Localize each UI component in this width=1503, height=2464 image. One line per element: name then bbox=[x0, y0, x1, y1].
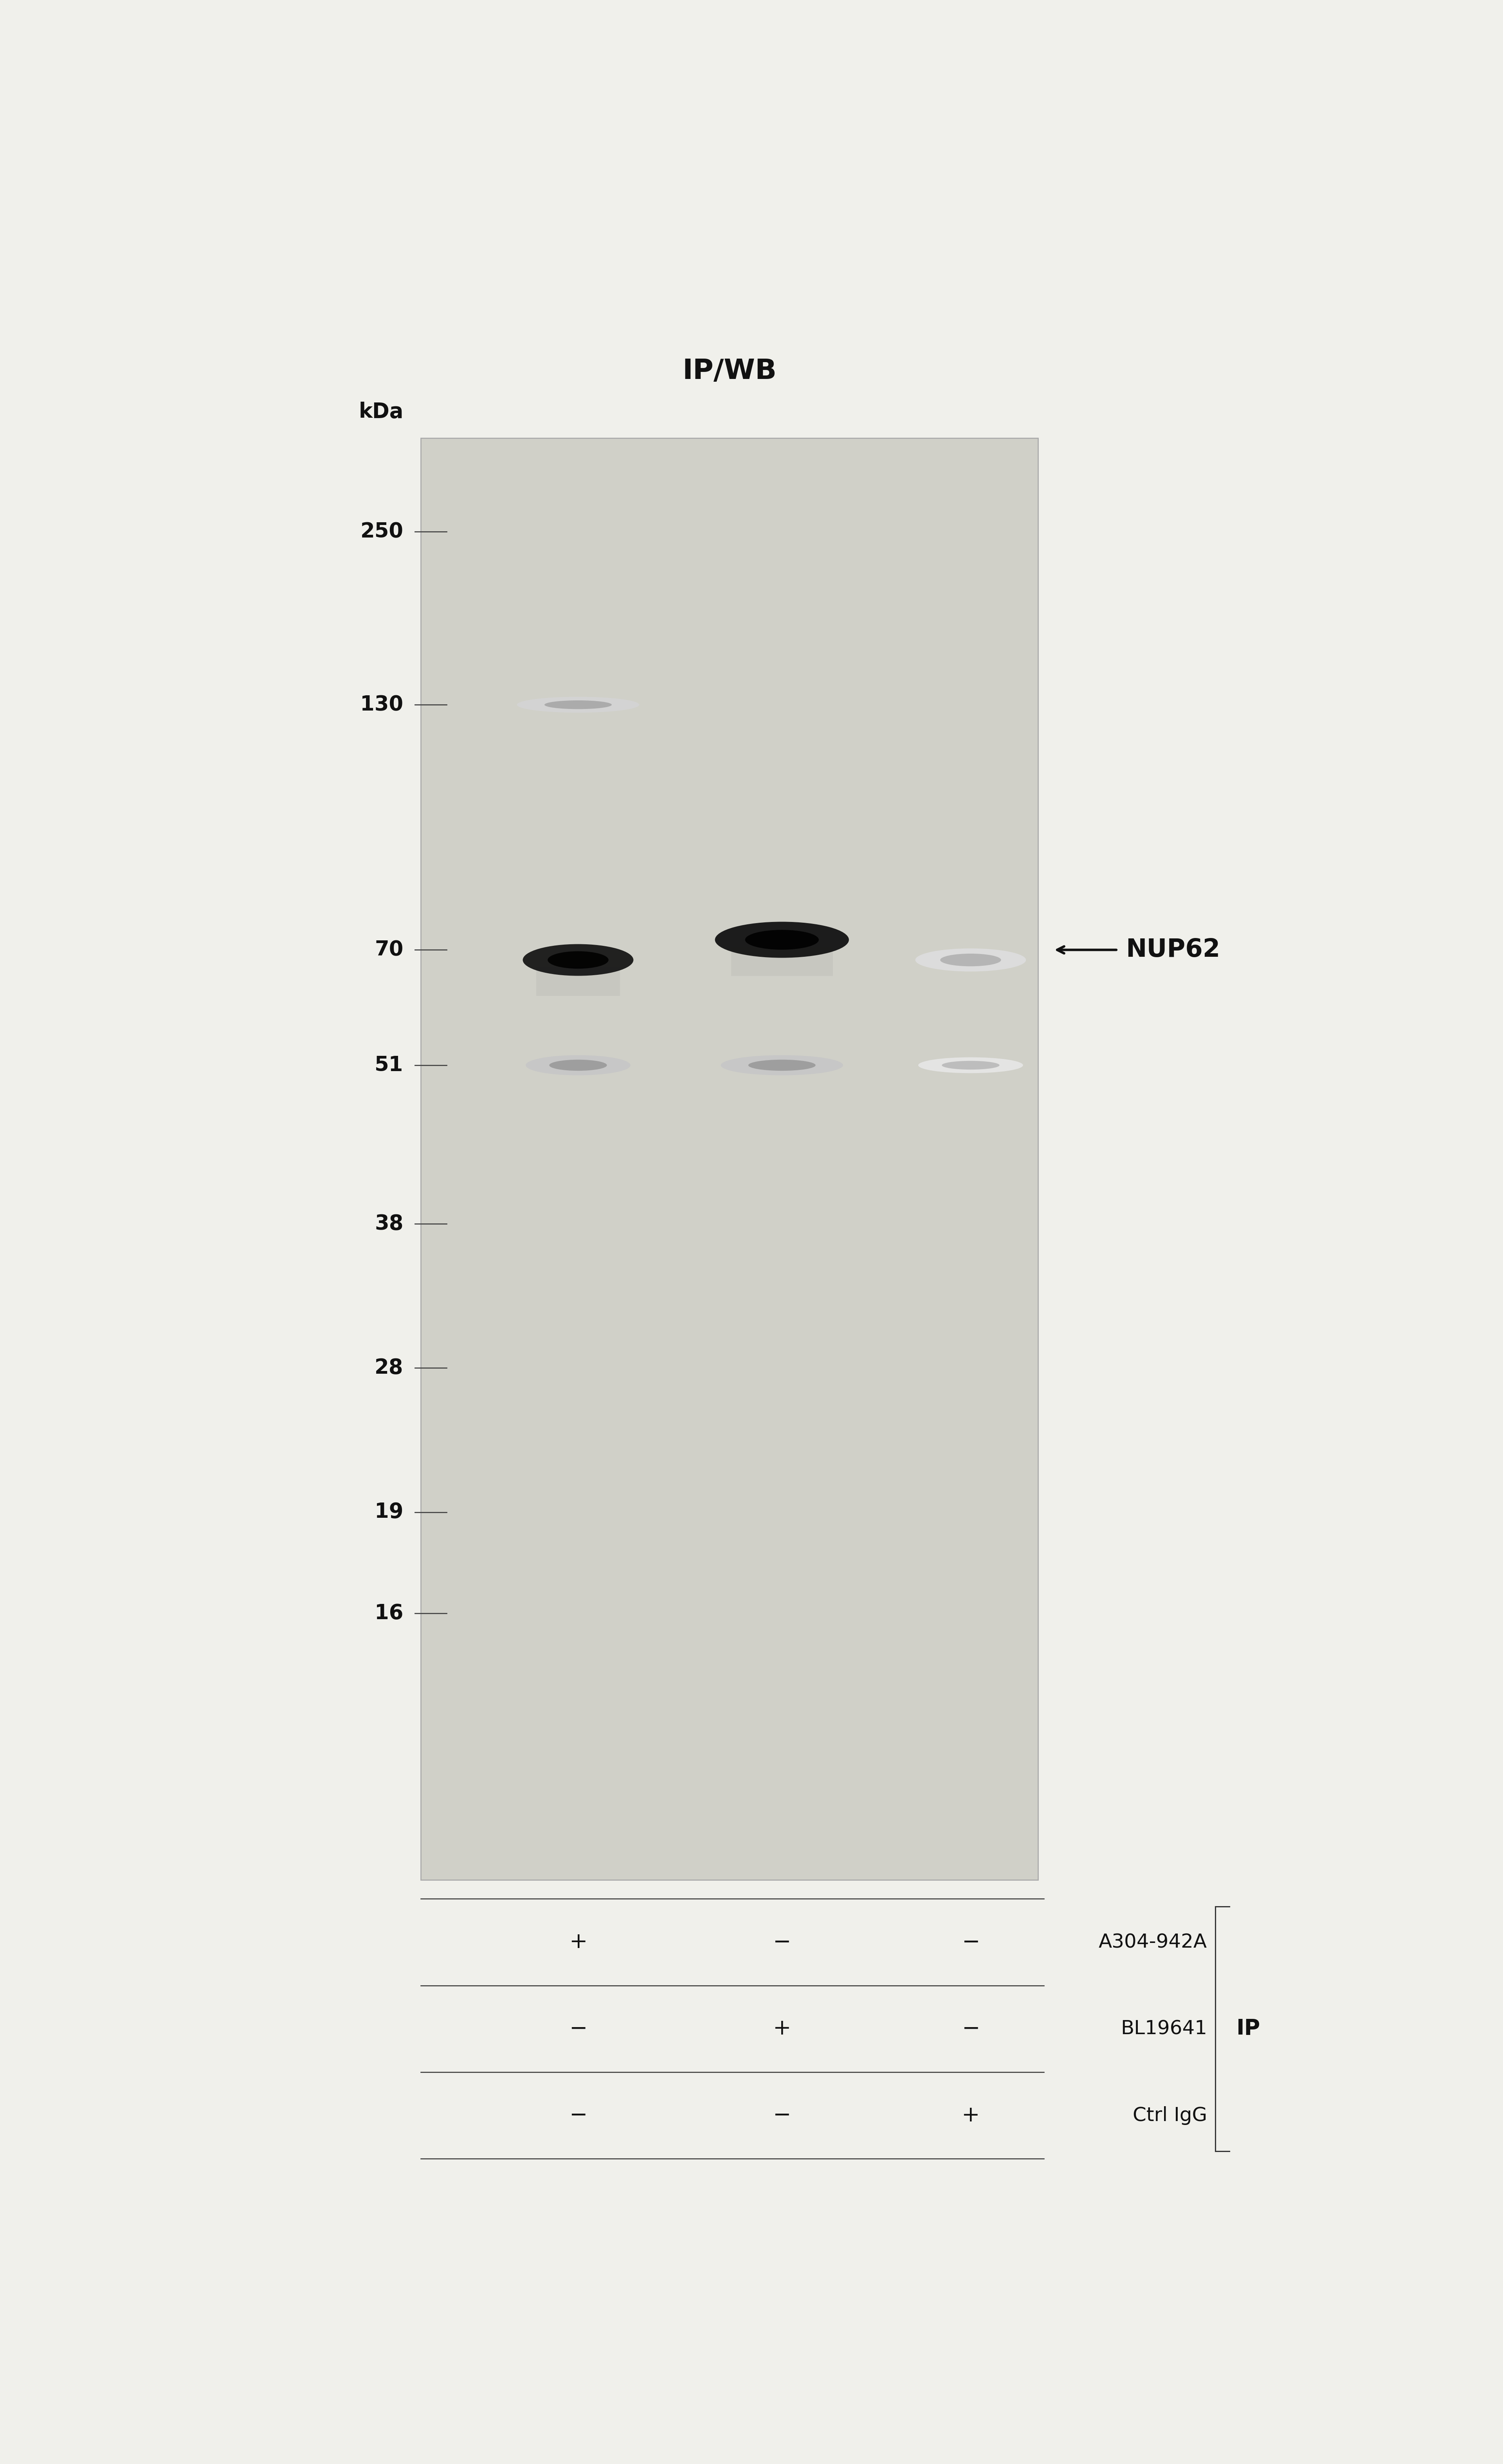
Text: kDa: kDa bbox=[359, 402, 403, 421]
Text: −: − bbox=[962, 1932, 980, 1954]
Text: 130: 130 bbox=[361, 695, 403, 715]
Text: −: − bbox=[773, 1932, 791, 1954]
Text: −: − bbox=[773, 2104, 791, 2126]
Text: 28: 28 bbox=[374, 1358, 403, 1377]
Text: −: − bbox=[570, 2104, 588, 2126]
Ellipse shape bbox=[526, 1055, 631, 1074]
Bar bbox=[537, 968, 621, 995]
Text: IP/WB: IP/WB bbox=[682, 357, 777, 384]
Ellipse shape bbox=[715, 922, 849, 958]
Text: −: − bbox=[962, 2018, 980, 2040]
Ellipse shape bbox=[748, 1060, 816, 1072]
Ellipse shape bbox=[745, 929, 819, 949]
Text: 19: 19 bbox=[374, 1503, 403, 1523]
Text: +: + bbox=[773, 2018, 791, 2040]
Ellipse shape bbox=[544, 700, 612, 710]
Text: 70: 70 bbox=[374, 939, 403, 961]
Ellipse shape bbox=[517, 697, 639, 712]
Text: 38: 38 bbox=[374, 1215, 403, 1234]
Text: Ctrl IgG: Ctrl IgG bbox=[1133, 2107, 1207, 2124]
Text: 51: 51 bbox=[374, 1055, 403, 1074]
Bar bbox=[730, 946, 833, 976]
Ellipse shape bbox=[549, 1060, 607, 1072]
Text: +: + bbox=[570, 1932, 588, 1954]
Ellipse shape bbox=[547, 951, 609, 968]
Text: IP: IP bbox=[1235, 2018, 1260, 2040]
Ellipse shape bbox=[915, 949, 1027, 971]
Bar bbox=[421, 439, 1039, 1880]
Ellipse shape bbox=[721, 1055, 843, 1074]
Text: 250: 250 bbox=[361, 522, 403, 542]
Text: BL19641: BL19641 bbox=[1121, 2020, 1207, 2038]
Text: 16: 16 bbox=[374, 1604, 403, 1624]
Text: A304-942A: A304-942A bbox=[1099, 1932, 1207, 1951]
Text: −: − bbox=[570, 2018, 588, 2040]
Text: NUP62: NUP62 bbox=[1126, 939, 1220, 961]
Ellipse shape bbox=[918, 1057, 1024, 1074]
Text: +: + bbox=[962, 2104, 980, 2126]
Ellipse shape bbox=[523, 944, 633, 976]
Ellipse shape bbox=[942, 1062, 999, 1069]
Ellipse shape bbox=[941, 954, 1001, 966]
